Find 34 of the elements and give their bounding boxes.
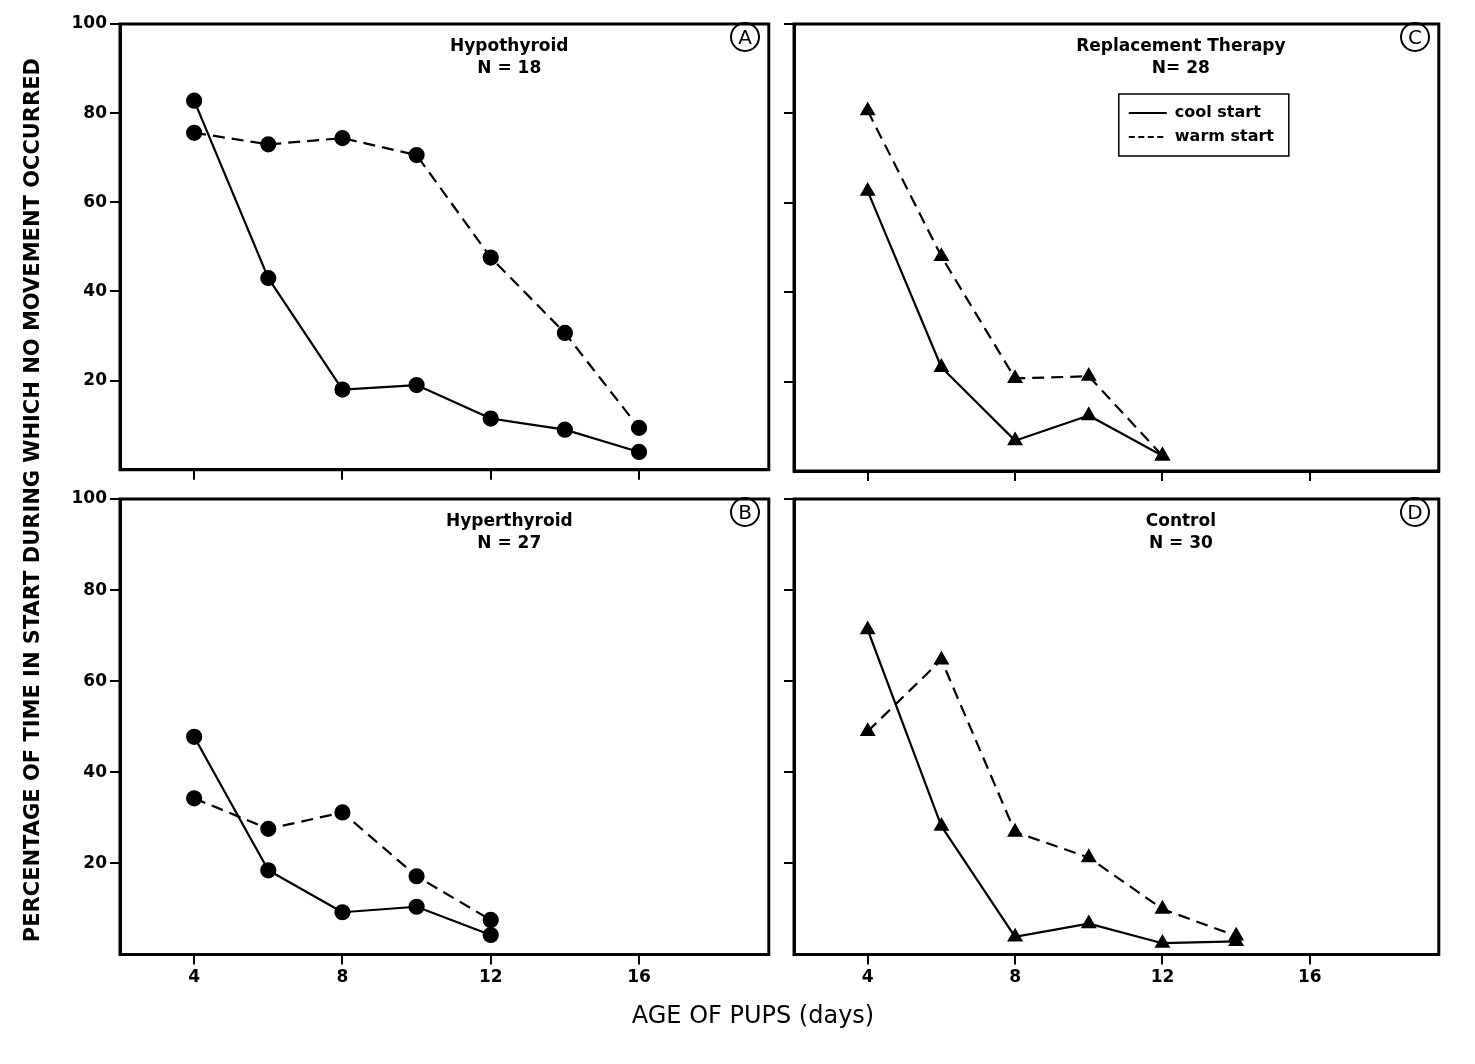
x-axis-title: AGE OF PUPS (days) [630, 1001, 876, 1029]
circled-letter: B [730, 497, 760, 527]
y-tick-label: 100 [71, 487, 108, 508]
y-tick-label: 60 [83, 669, 108, 690]
x-tick-label: 16 [627, 966, 651, 987]
y-tick-label: 20 [83, 369, 108, 390]
circled-letter: D [1400, 497, 1430, 527]
y-tick-label: 100 [71, 12, 108, 33]
circled-letter: A [730, 22, 760, 52]
x-tick-label: 8 [1009, 966, 1021, 987]
text: N = 27 [477, 531, 542, 552]
y-axis-title: PERCENTAGE OF TIME IN START DURING WHICH NO MOVEMENT OCCURRED [20, 58, 44, 943]
x-tick-label: 12 [478, 966, 503, 987]
circled-letter: C [1400, 22, 1430, 52]
x-tick-label: 4 [188, 966, 201, 987]
x-tick-label: 8 [336, 966, 349, 987]
y-tick-label: 60 [83, 190, 108, 211]
text: Hyperthyroid [445, 509, 573, 530]
x-tick-label: 12 [1150, 966, 1175, 987]
text: N = 30 [1148, 531, 1214, 552]
text: Replacement Therapy [1076, 34, 1286, 55]
x-tick-label: 4 [861, 966, 874, 987]
y-tick-label: 40 [83, 279, 108, 300]
y-tick-label: 80 [83, 578, 108, 599]
x-tick-label: 16 [1298, 966, 1322, 987]
legend-label: cool start [1174, 102, 1262, 122]
text: N = 18 [477, 56, 542, 77]
legend-label: warm start [1174, 126, 1275, 146]
y-tick-label: 20 [83, 851, 108, 872]
text: Hypothyroid [450, 34, 569, 55]
text: N= 28 [1151, 56, 1210, 77]
text: Control [1145, 509, 1217, 530]
y-tick-label: 40 [83, 760, 108, 781]
y-tick-label: 80 [83, 101, 108, 122]
